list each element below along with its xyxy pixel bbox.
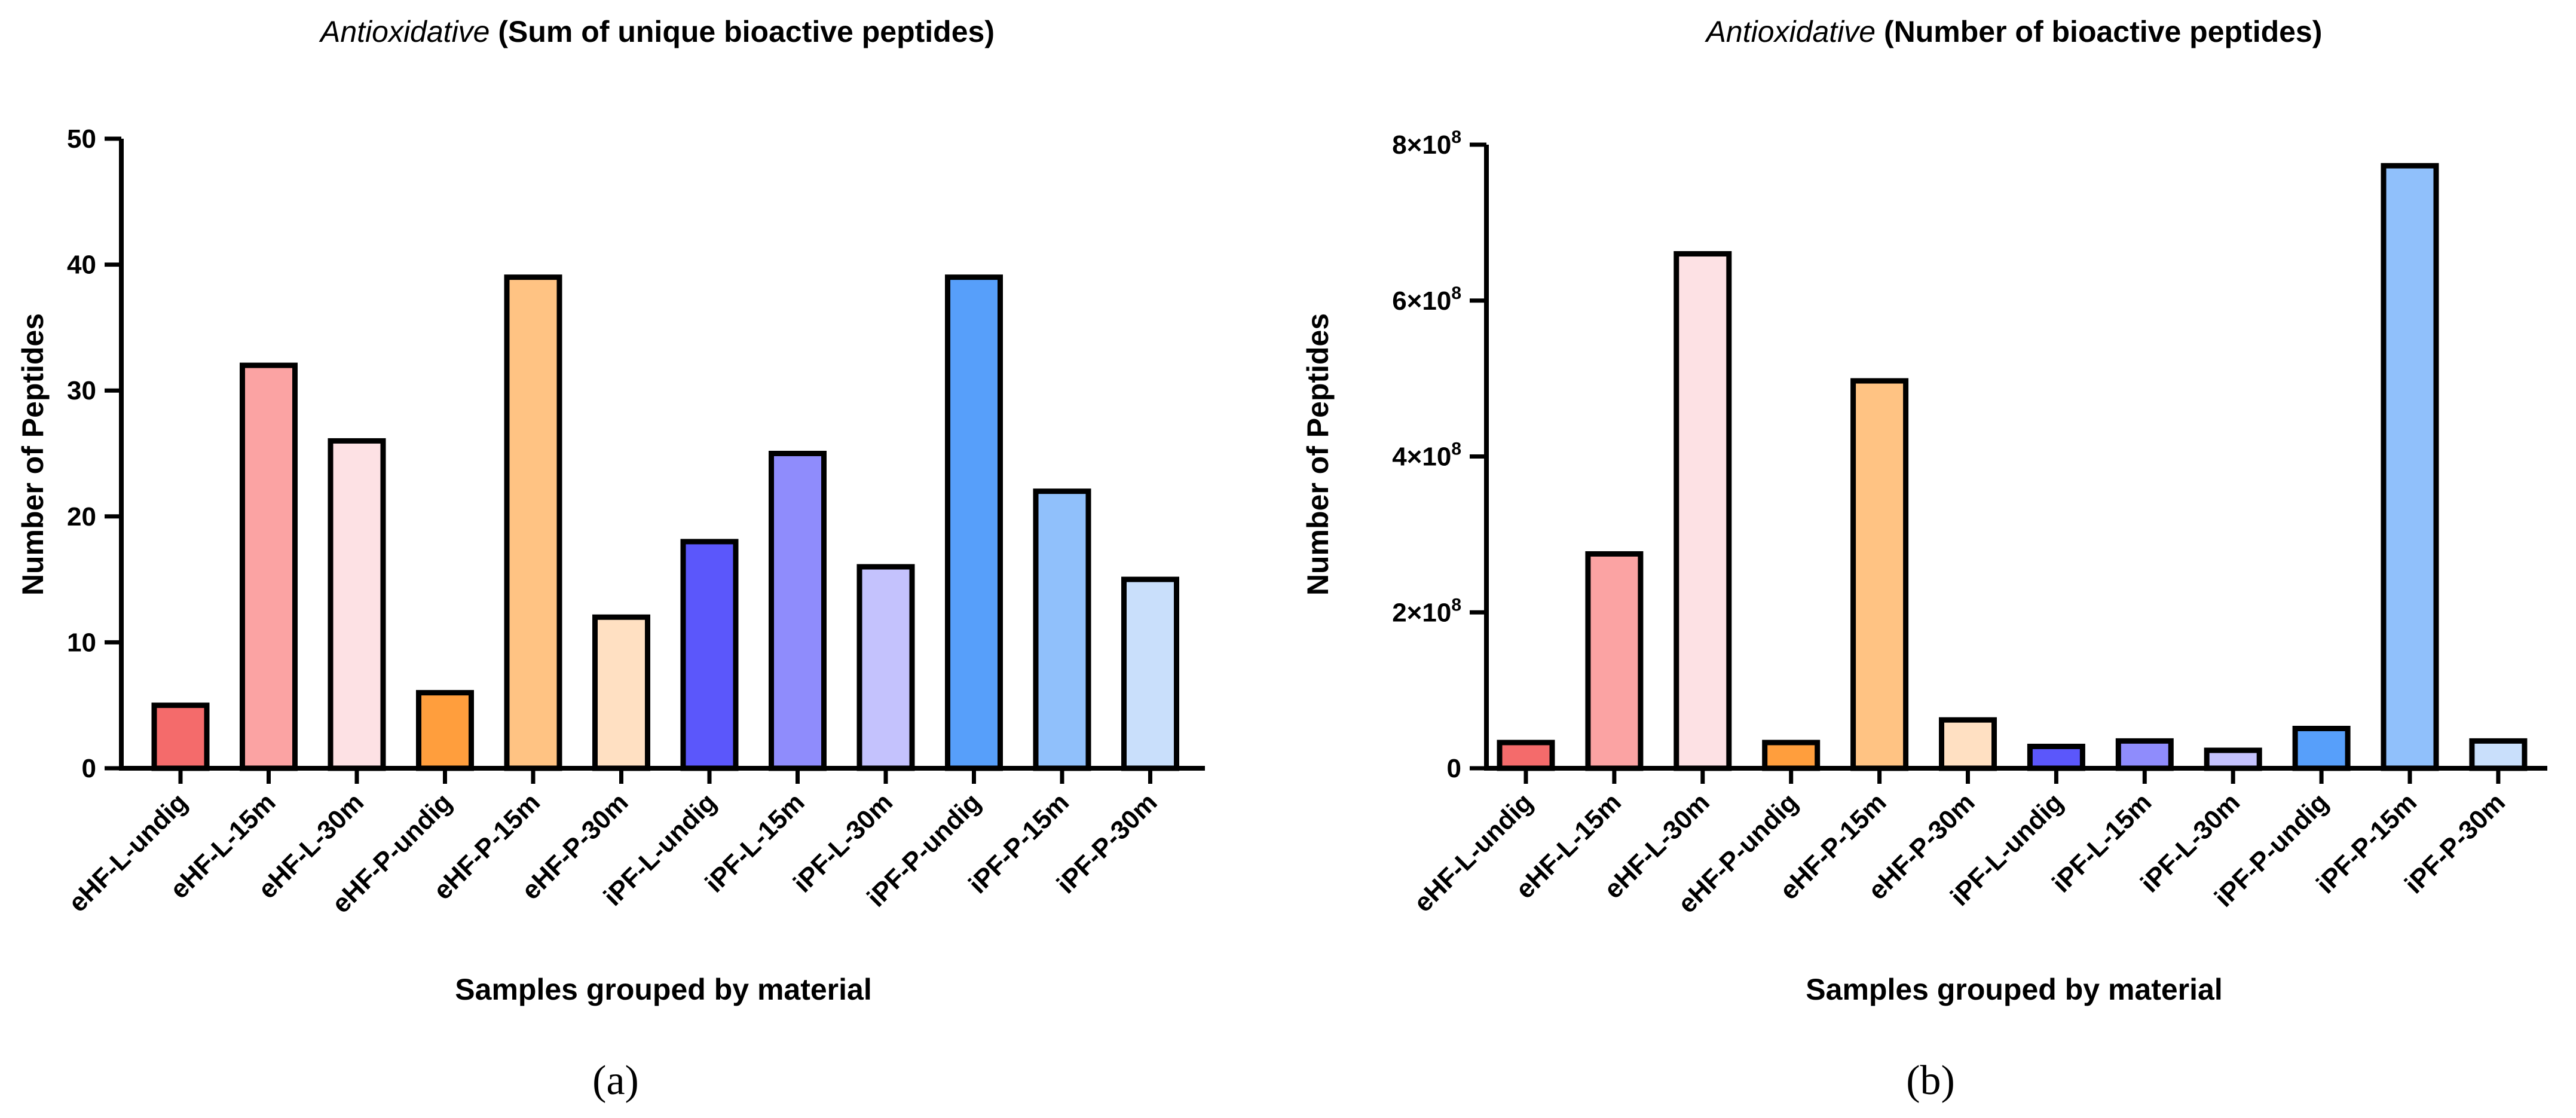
chart-b-bar-iPF-P-undig <box>2292 726 2351 771</box>
tick-exponent: 8 <box>1451 283 1461 303</box>
chart-a-title: Antioxidative (Sum of unique bioactive p… <box>319 15 995 48</box>
chart-panel-a: Antioxidative (Sum of unique bioactive p… <box>16 15 1205 1104</box>
chart-b-bar-eHF-L-30m <box>1674 251 1732 771</box>
chart-b-x-label: Samples grouped by material <box>1806 973 2222 1006</box>
tick-exponent: 8 <box>1451 127 1461 147</box>
chart-b-bar-eHF-P-30m <box>1939 717 1997 771</box>
tick-mantissa: 4×10 <box>1392 442 1451 472</box>
chart-a-title-bold: (Sum of unique bioactive peptides) <box>489 15 995 48</box>
chart-a-y-label: Number of Peptides <box>16 313 50 595</box>
chart-b-y-tick-label: 6×108 <box>1392 283 1461 316</box>
chart-a-category-label: eHF-L-undig <box>63 787 193 918</box>
chart-b-y-label: Number of Peptides <box>1301 313 1335 595</box>
chart-a-bar-eHF-P-30m <box>592 614 650 771</box>
chart-a-bar-eHF-L-30m <box>328 438 386 771</box>
chart-a-x-ticks: eHF-L-undigeHF-L-15meHF-L-30meHF-P-undig… <box>63 768 1163 919</box>
chart-b-bar-iPF-P-15m <box>2381 163 2439 771</box>
tick-exponent: 8 <box>1451 439 1461 459</box>
chart-b-bar-eHF-P-undig <box>1762 740 1821 771</box>
chart-b-category-label: eHF-L-undig <box>1408 787 1538 918</box>
chart-a-bar-iPF-L-30m <box>856 564 915 771</box>
chart-b-panel-label: (b) <box>1906 1058 1955 1104</box>
tick-mantissa: 0 <box>1447 754 1461 783</box>
chart-a-bar-iPF-P-undig <box>945 274 1003 771</box>
chart-a-y-tick-label: 0 <box>82 754 96 783</box>
chart-b-y-tick-label: 8×108 <box>1392 127 1461 160</box>
chart-b-bar-iPF-L-15m <box>2115 738 2174 771</box>
chart-a-y-tick-label: 20 <box>67 502 96 531</box>
chart-a-y-ticks: 0 10 20 30 40 50 <box>67 124 121 783</box>
chart-b-x-ticks: eHF-L-undigeHF-L-15meHF-L-30meHF-P-undig… <box>1408 768 2511 919</box>
chart-a-bar-eHF-P-15m <box>504 274 562 771</box>
chart-a-x-label: Samples grouped by material <box>455 973 871 1006</box>
chart-a-bar-eHF-L-undig <box>151 702 210 771</box>
chart-b-bar-eHF-P-15m <box>1850 378 1909 771</box>
chart-a-bars <box>151 274 1179 771</box>
chart-b-bar-eHF-L-undig <box>1497 740 1555 771</box>
tick-mantissa: 6×10 <box>1392 286 1451 316</box>
chart-b-bar-eHF-L-15m <box>1585 551 1644 771</box>
chart-a-bar-eHF-L-15m <box>240 362 298 771</box>
chart-b-title-italic: Antioxidative <box>1705 15 1876 48</box>
chart-a-y-tick-label: 40 <box>67 251 96 280</box>
chart-b-y-tick-label: 0 <box>1447 754 1461 783</box>
chart-b-y-tick-label: 4×108 <box>1392 439 1461 472</box>
chart-a-bar-iPF-L-undig <box>680 539 739 771</box>
chart-a-title-italic: Antioxidative <box>319 15 490 48</box>
tick-mantissa: 8×10 <box>1392 130 1451 160</box>
chart-b-bar-iPF-L-undig <box>2027 743 2085 771</box>
chart-a-y-tick-label: 50 <box>67 124 96 154</box>
chart-b-title: Antioxidative (Number of bioactive pepti… <box>1705 15 2323 48</box>
chart-a-panel-label: (a) <box>592 1058 639 1104</box>
chart-a-y-tick-label: 10 <box>67 628 96 657</box>
chart-a-y-tick-label: 30 <box>67 376 96 405</box>
chart-a-bar-eHF-P-undig <box>416 690 474 771</box>
tick-mantissa: 2×10 <box>1392 598 1451 627</box>
chart-b-bar-iPF-L-30m <box>2204 747 2262 771</box>
chart-b-bar-iPF-P-30m <box>2469 738 2528 771</box>
tick-exponent: 8 <box>1451 595 1461 615</box>
chart-panel-b: Antioxidative (Number of bioactive pepti… <box>1301 15 2547 1104</box>
chart-a-bar-iPF-P-30m <box>1121 576 1179 771</box>
chart-a-bar-iPF-P-15m <box>1033 488 1091 771</box>
chart-b-title-bold: (Number of bioactive peptides) <box>1876 15 2322 48</box>
chart-b-bars <box>1497 163 2528 771</box>
chart-a-bar-iPF-L-15m <box>769 451 827 771</box>
chart-b-y-tick-label: 2×108 <box>1392 595 1461 627</box>
